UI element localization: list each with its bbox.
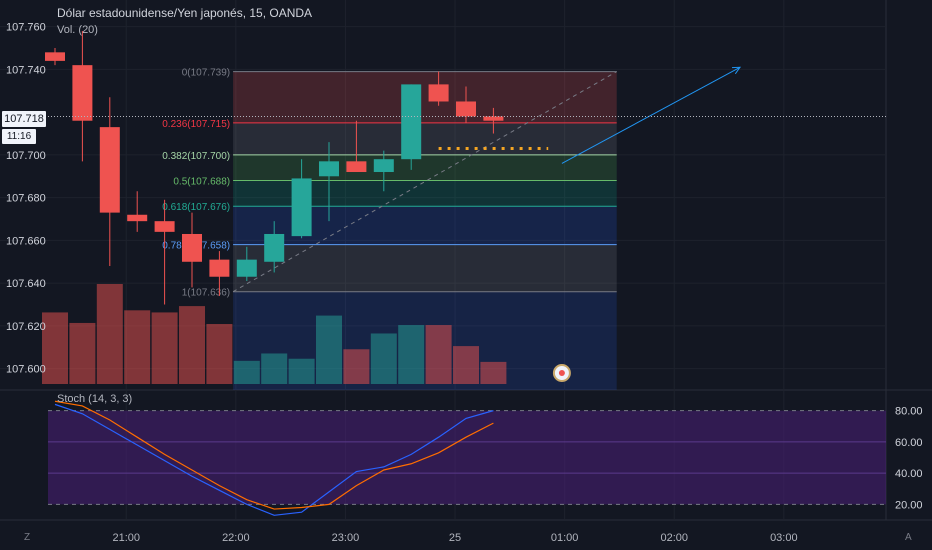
symbol-legend[interactable]: Dólar estadounidense/Yen japonés, 15, OA… <box>57 6 313 20</box>
volume-bar <box>42 312 68 384</box>
y-tick-label: 107.600 <box>6 364 46 376</box>
candle-body <box>428 84 449 102</box>
volume-bar <box>453 346 479 384</box>
axes: 21:00 22:00 23:00 25 01:00 02:00 03:00 107.760 1… <box>6 22 923 544</box>
y-tick-label: 107.620 <box>6 321 46 333</box>
y-tick-label: 107.700 <box>6 150 46 162</box>
stoch-y-tick-label: 80.00 <box>895 406 923 418</box>
volume-bar <box>316 315 342 384</box>
stoch-legend[interactable]: Stoch (14, 3, 3) <box>57 393 133 405</box>
y-tick-label: 107.640 <box>6 278 46 290</box>
x-tick-label: 21:00 <box>112 532 140 544</box>
fib-band <box>233 71 617 123</box>
volume-bar <box>233 360 260 384</box>
y-tick-label: 107.740 <box>6 64 46 76</box>
stoch-k-line <box>54 403 494 516</box>
x-tick-label: 02:00 <box>660 532 688 544</box>
fib-band <box>233 154 617 181</box>
fib-band <box>233 122 617 155</box>
volume-bar <box>425 325 452 384</box>
stoch-y-tick-label: 60.00 <box>895 437 923 449</box>
fib-band <box>233 244 617 292</box>
candle-body <box>127 214 148 222</box>
candlesticks <box>45 30 504 305</box>
bar-countdown-tag: 11:16 <box>2 129 36 144</box>
volume-bar <box>206 324 233 384</box>
candle-body <box>346 161 367 173</box>
candle-body <box>483 116 504 121</box>
y-tick-label: 107.680 <box>6 193 46 205</box>
fib-trend-line <box>232 71 617 293</box>
candle-body <box>154 221 175 232</box>
candle-body <box>319 161 339 177</box>
candle-body <box>72 65 93 121</box>
volume-bar <box>124 310 151 384</box>
auto-scale-icon[interactable]: A <box>905 532 912 543</box>
candle-body <box>373 159 394 173</box>
x-tick-label: 01:00 <box>551 532 579 544</box>
current-price-tag: 107.718 <box>2 111 46 127</box>
projection-arrow-line <box>561 66 741 164</box>
candle-body <box>209 259 230 277</box>
drawings[interactable] <box>48 66 886 382</box>
fib-level-label: 0.236(107.715) <box>162 119 230 130</box>
projection-arrow-head <box>731 66 742 75</box>
volume-bar <box>261 353 288 384</box>
fib-level-label: 0.382(107.700) <box>162 151 230 162</box>
stoch-d-line <box>54 400 494 510</box>
volume-bar <box>343 349 370 384</box>
fib-band <box>233 180 617 207</box>
stoch-y-tick-label: 20.00 <box>895 499 923 511</box>
stochastic-panel <box>48 400 886 516</box>
candle-body <box>182 233 202 262</box>
candle-body <box>45 52 65 61</box>
candle-body <box>456 101 476 117</box>
fib-level-label: 0(107.739) <box>182 68 230 79</box>
volume-legend[interactable]: Vol. (20) <box>57 24 98 36</box>
y-tick-label: 107.760 <box>6 22 46 34</box>
stoch-band <box>48 410 886 505</box>
volume-bar <box>69 322 96 384</box>
candle-body <box>291 178 312 237</box>
volume-bar <box>151 312 178 384</box>
candle-body <box>99 127 120 213</box>
candle-body <box>264 233 285 262</box>
fib-level-label: 1(107.636) <box>182 288 230 299</box>
volume-bar <box>288 358 315 384</box>
volume-bar <box>480 361 507 384</box>
x-tick-label: 25 <box>449 532 461 544</box>
fib-band <box>233 206 617 245</box>
fib-level-label: 0.5(107.688) <box>173 177 230 188</box>
candle-body <box>236 259 257 277</box>
candle-body <box>401 84 422 160</box>
fib-level-label: 0.618(107.676) <box>162 202 230 213</box>
volume-bar <box>96 284 123 384</box>
volume-bar <box>370 333 397 384</box>
timezone-icon[interactable]: Z <box>24 532 31 543</box>
event-marker-dot <box>558 370 565 376</box>
volume-bar <box>179 306 205 384</box>
x-tick-label: 22:00 <box>222 532 250 544</box>
x-tick-label: 03:00 <box>770 532 798 544</box>
y-tick-label: 107.660 <box>6 235 46 247</box>
volume-bars <box>42 284 507 384</box>
stoch-y-tick-label: 40.00 <box>895 468 923 480</box>
volume-bar <box>398 325 425 384</box>
x-tick-label: 23:00 <box>332 532 360 544</box>
